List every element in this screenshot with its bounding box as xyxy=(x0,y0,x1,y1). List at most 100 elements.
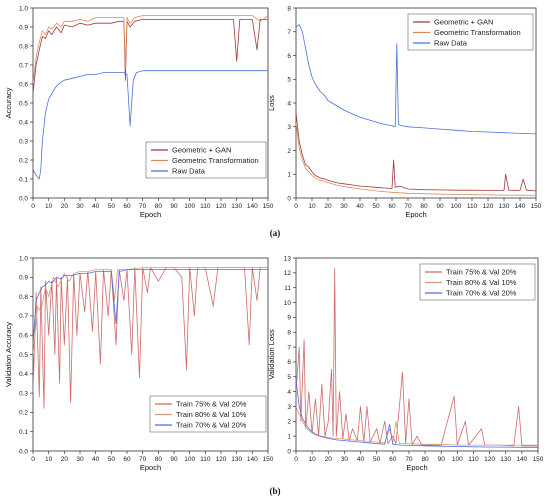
y-tick-label: 0.5 xyxy=(19,100,28,107)
y-axis-title: Loss xyxy=(267,95,276,111)
x-tick-label: 40 xyxy=(357,456,365,463)
x-tick-label: 70 xyxy=(139,456,147,463)
x-tick-label: 100 xyxy=(451,203,462,210)
y-tick-label: 0.2 xyxy=(19,410,28,417)
x-tick-label: 50 xyxy=(373,456,381,463)
x-tick-label: 50 xyxy=(108,456,116,463)
x-tick-label: 80 xyxy=(420,203,428,210)
x-tick-label: 90 xyxy=(438,456,446,463)
y-tick-label: 7 xyxy=(287,29,291,36)
y-tick-label: 0.8 xyxy=(19,294,28,301)
x-tick-label: 10 xyxy=(45,456,53,463)
y-tick-label: 10 xyxy=(284,300,292,307)
x-tick-label: 0 xyxy=(31,456,35,463)
x-tick-label: 110 xyxy=(468,456,479,463)
series-line-1 xyxy=(296,406,538,446)
x-tick-label: 150 xyxy=(533,456,544,463)
legend-label: Geometric Transformation xyxy=(434,28,521,37)
legend-label: Train 75% & Val 20% xyxy=(446,268,517,277)
y-tick-label: 0.6 xyxy=(19,333,28,340)
x-axis-title: Epoch xyxy=(140,463,161,472)
y-tick-label: 0.4 xyxy=(19,371,28,378)
x-tick-label: 80 xyxy=(421,456,429,463)
legend-label: Train 70% & Val 20% xyxy=(176,421,247,430)
x-tick-label: 40 xyxy=(92,456,100,463)
x-tick-label: 100 xyxy=(184,203,195,210)
y-tick-label: 0.1 xyxy=(19,429,28,436)
y-tick-label: 0.9 xyxy=(19,24,28,31)
caption-b: (b) xyxy=(270,486,281,496)
legend-label: Raw Data xyxy=(434,39,468,48)
chart-1: 0 10 20 30 40 50 60 70 80 90 100 110 120 130 140 150 0 1 2… xyxy=(267,5,542,219)
y-tick-label: 5 xyxy=(287,374,291,381)
x-tick-label: 140 xyxy=(247,203,258,210)
y-tick-label: 12 xyxy=(284,270,292,277)
x-tick-label: 30 xyxy=(341,456,349,463)
y-tick-label: 13 xyxy=(284,255,292,262)
y-tick-label: 0.5 xyxy=(19,352,28,359)
x-tick-label: 120 xyxy=(484,456,495,463)
series-line-1 xyxy=(33,267,268,355)
x-tick-label: 60 xyxy=(123,456,131,463)
x-tick-label: 40 xyxy=(356,203,364,210)
y-tick-label: 8 xyxy=(287,5,291,12)
series-line-2 xyxy=(33,70,268,180)
legend-label: Geometric + GAN xyxy=(172,146,231,155)
x-tick-label: 20 xyxy=(325,456,333,463)
y-tick-label: 0.0 xyxy=(19,448,28,455)
series-line-2 xyxy=(33,269,268,345)
x-tick-label: 70 xyxy=(405,456,413,463)
y-tick-label: 0.1 xyxy=(19,176,28,183)
y-tick-label: 0.7 xyxy=(19,62,28,69)
y-tick-label: 0.3 xyxy=(19,390,28,397)
x-tick-label: 10 xyxy=(308,203,316,210)
x-tick-label: 120 xyxy=(216,203,227,210)
y-tick-label: 1.0 xyxy=(19,5,28,12)
x-tick-label: 80 xyxy=(155,456,163,463)
y-tick-label: 0.6 xyxy=(19,81,28,88)
x-tick-label: 120 xyxy=(483,203,494,210)
legend-label: Geometric + GAN xyxy=(434,18,493,27)
y-tick-label: 3 xyxy=(287,404,291,411)
legend-label: Train 70% & Val 20% xyxy=(446,289,517,298)
x-tick-label: 130 xyxy=(499,203,510,210)
x-tick-label: 30 xyxy=(340,203,348,210)
x-tick-label: 0 xyxy=(294,456,298,463)
y-axis-title: Validation Accuracy xyxy=(4,322,13,387)
x-tick-label: 140 xyxy=(247,456,258,463)
legend-label: Geometric Transformation xyxy=(172,156,259,165)
series-line-0 xyxy=(33,19,268,94)
y-tick-label: 0.4 xyxy=(19,119,28,126)
legend-label: Raw Data xyxy=(172,167,206,176)
x-tick-label: 20 xyxy=(324,203,332,210)
x-tick-label: 40 xyxy=(92,203,100,210)
x-tick-label: 90 xyxy=(170,456,178,463)
y-tick-label: 4 xyxy=(287,100,291,107)
series-line-0 xyxy=(296,268,538,447)
x-tick-label: 50 xyxy=(372,203,380,210)
x-tick-label: 70 xyxy=(139,203,147,210)
y-tick-label: 2 xyxy=(287,148,291,155)
x-tick-label: 90 xyxy=(170,203,178,210)
series-line-1 xyxy=(33,15,268,85)
legend-label: Train 80% & Val 10% xyxy=(176,410,247,419)
caption-a: (a) xyxy=(270,228,281,238)
x-tick-label: 10 xyxy=(309,456,317,463)
y-tick-label: 0.2 xyxy=(19,157,28,164)
plot-frame xyxy=(295,257,539,452)
x-tick-label: 50 xyxy=(108,203,116,210)
y-tick-label: 3 xyxy=(287,124,291,131)
x-tick-label: 30 xyxy=(76,456,84,463)
chart-3: 0 10 20 30 40 50 60 70 80 90 100 110 120 130 140 150012… xyxy=(267,255,544,472)
y-axis-title: Validation Loss xyxy=(267,329,276,380)
y-tick-label: 6 xyxy=(287,359,291,366)
x-tick-label: 110 xyxy=(200,203,211,210)
x-tick-label: 150 xyxy=(263,203,274,210)
y-tick-label: 0.9 xyxy=(19,275,28,282)
x-tick-label: 130 xyxy=(500,456,511,463)
series-line-2 xyxy=(296,24,536,135)
x-tick-label: 150 xyxy=(531,203,542,210)
y-tick-label: 0 xyxy=(287,195,291,202)
x-tick-label: 120 xyxy=(216,456,227,463)
